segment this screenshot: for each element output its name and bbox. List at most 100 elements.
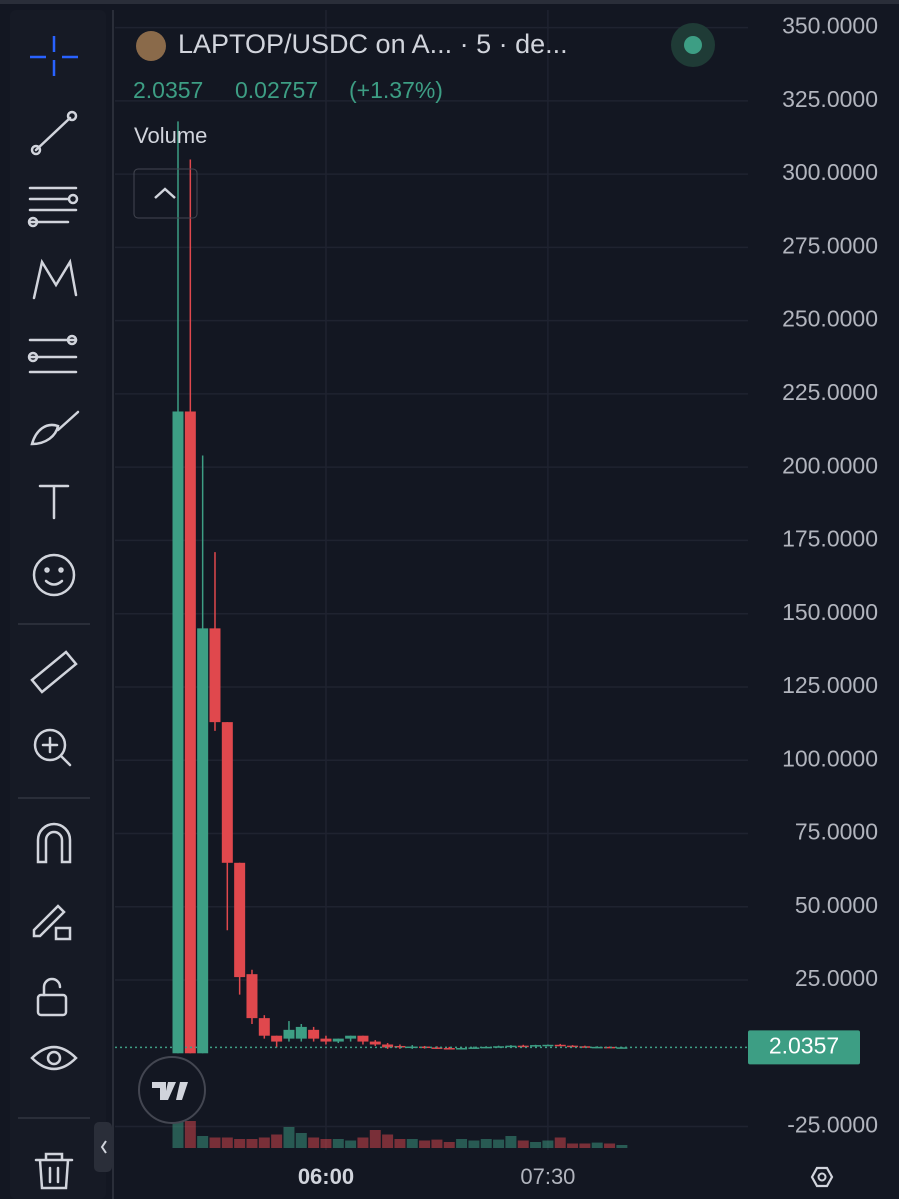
candle-body bbox=[591, 1046, 603, 1049]
volume-bar bbox=[419, 1140, 431, 1148]
volume-bar bbox=[604, 1143, 616, 1148]
candle-body bbox=[184, 411, 196, 1054]
candle-body bbox=[357, 1035, 369, 1042]
candle-body bbox=[221, 722, 233, 863]
y-tick-label: 200.0000 bbox=[782, 452, 878, 478]
collapse-legend[interactable] bbox=[133, 168, 198, 219]
volume-bar bbox=[554, 1137, 566, 1148]
brush-tool[interactable] bbox=[30, 410, 80, 446]
lines-tool[interactable] bbox=[27, 186, 79, 228]
volume-bar bbox=[542, 1140, 554, 1148]
candle-body bbox=[172, 411, 184, 1054]
volume-bar bbox=[493, 1139, 505, 1148]
volume-bar bbox=[283, 1127, 295, 1148]
y-tick-label: 125.0000 bbox=[782, 672, 878, 698]
volume-bar bbox=[308, 1137, 320, 1148]
candle-body bbox=[369, 1041, 381, 1045]
study-label: Volume bbox=[134, 123, 207, 148]
candle-body bbox=[382, 1044, 394, 1048]
settings[interactable] bbox=[810, 1166, 834, 1188]
y-tick-label: 250.0000 bbox=[782, 306, 878, 332]
volume-bar bbox=[357, 1137, 369, 1148]
volume-bar bbox=[271, 1134, 283, 1148]
volume-bar bbox=[172, 1118, 184, 1148]
volume-bar bbox=[517, 1140, 529, 1148]
volume-bar bbox=[382, 1134, 394, 1148]
candle-body bbox=[209, 628, 221, 723]
delete-tool[interactable] bbox=[34, 1152, 74, 1190]
candle-body bbox=[468, 1047, 480, 1049]
candle-body bbox=[406, 1046, 418, 1049]
y-tick-label: 325.0000 bbox=[782, 86, 878, 112]
volume-bar bbox=[567, 1143, 579, 1148]
header-price: 2.0357 bbox=[133, 77, 203, 103]
volume-bar bbox=[480, 1139, 492, 1148]
volume-bar bbox=[369, 1130, 381, 1148]
y-tick-label: 75.0000 bbox=[795, 819, 878, 845]
volume-bar bbox=[345, 1140, 357, 1148]
pattern-tool[interactable] bbox=[32, 258, 78, 300]
crosshair-tool[interactable] bbox=[30, 36, 78, 76]
candle-body bbox=[283, 1029, 295, 1039]
candle-body bbox=[234, 862, 246, 978]
last-price-label: 2.0357 bbox=[769, 1032, 839, 1058]
y-tick-label: 275.0000 bbox=[782, 232, 878, 258]
candle-body bbox=[345, 1035, 357, 1039]
volume-bar bbox=[209, 1137, 221, 1148]
volume-bar bbox=[456, 1139, 468, 1148]
visibility-tool[interactable] bbox=[30, 1045, 78, 1071]
volume-bar bbox=[184, 1121, 196, 1148]
collapse-toolbar[interactable] bbox=[94, 1122, 112, 1172]
volume-bar bbox=[530, 1142, 542, 1148]
y-tick-label: 100.0000 bbox=[782, 745, 878, 771]
candle-body bbox=[419, 1046, 431, 1049]
emoji-tool[interactable] bbox=[32, 553, 76, 597]
toolbar bbox=[10, 10, 106, 1199]
candle-body bbox=[542, 1044, 554, 1047]
symbol-avatar bbox=[136, 31, 166, 61]
candle-body bbox=[246, 974, 258, 1019]
tv-logo[interactable] bbox=[138, 1056, 206, 1124]
candle-body bbox=[271, 1035, 283, 1042]
candle-body bbox=[197, 628, 209, 1054]
volume-bar bbox=[406, 1139, 418, 1148]
fib-tool[interactable] bbox=[27, 334, 78, 374]
text-tool[interactable] bbox=[38, 484, 70, 520]
lock-drawing-tool[interactable] bbox=[32, 904, 72, 941]
candle-body bbox=[332, 1038, 344, 1042]
y-tick-label: 225.0000 bbox=[782, 379, 878, 405]
y-tick-label: 50.0000 bbox=[795, 892, 878, 918]
candle-body bbox=[604, 1046, 616, 1049]
x-tick-label: 07:30 bbox=[520, 1164, 575, 1189]
plot-area: -25.0000 25.0000 50.0000 75.0000 100.0000 125… bbox=[115, 10, 878, 1189]
candle-body bbox=[579, 1046, 591, 1048]
candle-body bbox=[517, 1045, 529, 1048]
candle-body bbox=[258, 1018, 270, 1036]
volume-bar bbox=[221, 1137, 233, 1148]
top-edge bbox=[0, 0, 899, 4]
volume-bar bbox=[295, 1133, 307, 1148]
magnet-tool[interactable] bbox=[36, 822, 72, 864]
y-tick-label: 300.0000 bbox=[782, 159, 878, 185]
volume-bar bbox=[234, 1139, 246, 1148]
status-dot bbox=[684, 36, 702, 54]
ruler-tool[interactable] bbox=[30, 650, 78, 694]
trendline-tool[interactable] bbox=[30, 110, 78, 156]
candle-body bbox=[505, 1045, 517, 1048]
y-tick-label: -25.0000 bbox=[787, 1112, 878, 1138]
candle-body bbox=[295, 1026, 307, 1039]
lock-tool[interactable] bbox=[36, 977, 68, 1017]
volume-bar bbox=[505, 1136, 517, 1148]
volume-bar bbox=[197, 1136, 209, 1148]
symbol-title[interactable]: LAPTOP/USDC on A... · 5 · de... bbox=[178, 29, 568, 59]
candle-body bbox=[431, 1047, 443, 1049]
volume-bar bbox=[320, 1139, 332, 1148]
header-change: 0.02757 bbox=[235, 77, 318, 103]
candle-body bbox=[320, 1038, 332, 1042]
candle-body bbox=[308, 1029, 320, 1039]
volume-bar bbox=[579, 1143, 591, 1148]
volume-bar bbox=[258, 1137, 270, 1148]
y-tick-label: 25.0000 bbox=[795, 965, 878, 991]
zoom-tool[interactable] bbox=[33, 728, 72, 767]
